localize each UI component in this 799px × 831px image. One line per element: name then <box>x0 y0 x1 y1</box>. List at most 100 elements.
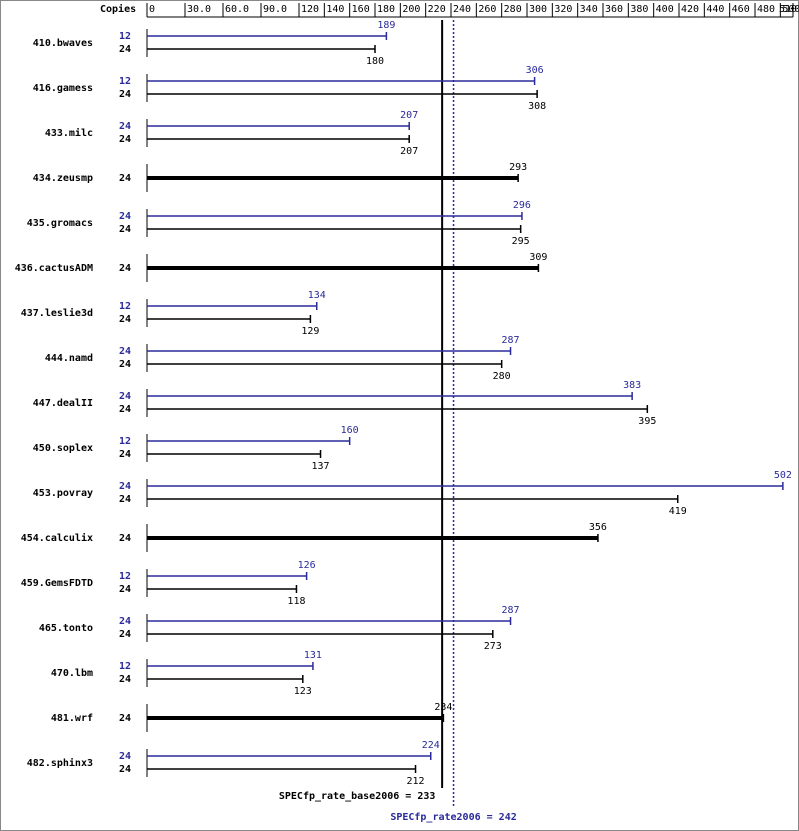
copies-label: 24 <box>119 359 131 370</box>
copies-header: Copies <box>100 3 136 15</box>
x-tick-label: 360 <box>605 4 623 15</box>
value-label: 131 <box>304 650 322 661</box>
x-tick-label: 420 <box>681 4 699 15</box>
copies-label: 24 <box>119 481 131 492</box>
value-label: 419 <box>669 506 687 517</box>
benchmark-label: 465.tonto <box>39 623 93 634</box>
benchmark-label: 481.wrf <box>51 713 93 724</box>
copies-label: 24 <box>119 211 131 222</box>
value-label: 126 <box>298 560 316 571</box>
benchmark-label: 410.bwaves <box>33 38 93 49</box>
benchmark-label: 436.cactusADM <box>15 263 93 274</box>
value-label: 137 <box>312 461 330 472</box>
value-label: 134 <box>308 290 326 301</box>
x-tick-label: 30.0 <box>187 4 211 15</box>
value-label: 224 <box>422 740 440 751</box>
x-tick-label: 340 <box>580 4 598 15</box>
value-label: 123 <box>294 686 312 697</box>
benchmark-label: 437.leslie3d <box>21 307 93 319</box>
x-tick-label: 500 <box>782 4 799 15</box>
copies-label: 12 <box>119 436 131 447</box>
x-tick-label: 440 <box>706 4 724 15</box>
value-label: 383 <box>623 380 641 391</box>
copies-label: 24 <box>119 391 131 402</box>
copies-label: 12 <box>119 661 131 672</box>
copies-label: 24 <box>119 44 131 55</box>
copies-label: 12 <box>119 31 131 42</box>
copies-label: 24 <box>119 89 131 100</box>
x-tick-label: 140 <box>326 4 344 15</box>
copies-label: 24 <box>119 764 131 775</box>
benchmark-label: 482.sphinx3 <box>27 757 93 769</box>
copies-label: 24 <box>119 224 131 235</box>
value-label: 129 <box>301 326 319 337</box>
benchmark-label: 444.namd <box>45 353 93 364</box>
copies-label: 24 <box>119 584 131 595</box>
copies-label: 24 <box>119 134 131 145</box>
copies-label: 24 <box>119 121 131 132</box>
benchmark-label: 416.gamess <box>33 83 93 94</box>
value-label: 356 <box>589 522 607 533</box>
benchmark-label: 435.gromacs <box>27 218 93 229</box>
x-tick-label: 280 <box>504 4 522 15</box>
x-tick-label: 380 <box>630 4 648 15</box>
copies-label: 24 <box>119 713 131 724</box>
copies-label: 12 <box>119 571 131 582</box>
x-tick-label: 220 <box>428 4 446 15</box>
value-label: 180 <box>366 56 384 67</box>
value-label: 306 <box>526 65 544 76</box>
benchmark-label: 447.dealII <box>33 398 93 409</box>
value-label: 118 <box>287 596 305 607</box>
benchmark-label: 434.zeusmp <box>33 173 93 184</box>
x-tick-label: 400 <box>656 4 674 15</box>
x-tick-label: 460 <box>732 4 750 15</box>
reference-label: SPECfp_rate2006 = 242 <box>390 812 516 823</box>
value-label: 293 <box>509 162 527 173</box>
benchmark-label: 454.calculix <box>21 532 93 544</box>
copies-label: 24 <box>119 449 131 460</box>
value-label: 207 <box>400 110 418 121</box>
copies-label: 24 <box>119 616 131 627</box>
x-tick-label: 180 <box>377 4 395 15</box>
copies-label: 24 <box>119 173 131 184</box>
copies-label: 24 <box>119 629 131 640</box>
copies-label: 24 <box>119 494 131 505</box>
benchmark-label: 450.soplex <box>33 443 93 454</box>
value-label: 189 <box>377 20 395 31</box>
value-label: 280 <box>493 371 511 382</box>
x-tick-label: 60.0 <box>225 4 249 15</box>
benchmark-label: 470.lbm <box>51 668 93 679</box>
value-label: 395 <box>638 416 656 427</box>
copies-label: 24 <box>119 674 131 685</box>
x-tick-label: 320 <box>554 4 572 15</box>
value-label: 212 <box>407 776 425 787</box>
x-tick-label: 0 <box>149 4 155 15</box>
x-tick-label: 510 <box>779 4 797 15</box>
value-label: 309 <box>529 252 547 263</box>
x-tick-label: 480 <box>757 4 775 15</box>
x-tick-label: 90.0 <box>263 4 287 15</box>
reference-label: SPECfp_rate_base2006 = 233 <box>279 791 436 802</box>
copies-label: 12 <box>119 76 131 87</box>
value-label: 160 <box>341 425 359 436</box>
value-label: 273 <box>484 641 502 652</box>
value-label: 207 <box>400 146 418 157</box>
x-tick-label: 240 <box>453 4 471 15</box>
x-tick-label: 120 <box>301 4 319 15</box>
copies-label: 24 <box>119 751 131 762</box>
x-tick-label: 260 <box>478 4 496 15</box>
value-label: 308 <box>528 101 546 112</box>
copies-label: 24 <box>119 533 131 544</box>
value-label: 287 <box>502 605 520 616</box>
x-tick-label: 160 <box>352 4 370 15</box>
copies-label: 24 <box>119 263 131 274</box>
x-tick-label: 300 <box>529 4 547 15</box>
benchmark-label: 453.povray <box>33 488 93 499</box>
benchmark-label: 459.GemsFDTD <box>21 578 93 589</box>
value-label: 295 <box>512 236 530 247</box>
copies-label: 24 <box>119 314 131 325</box>
copies-label: 12 <box>119 301 131 312</box>
value-label: 502 <box>774 470 792 481</box>
value-label: 296 <box>513 200 531 211</box>
